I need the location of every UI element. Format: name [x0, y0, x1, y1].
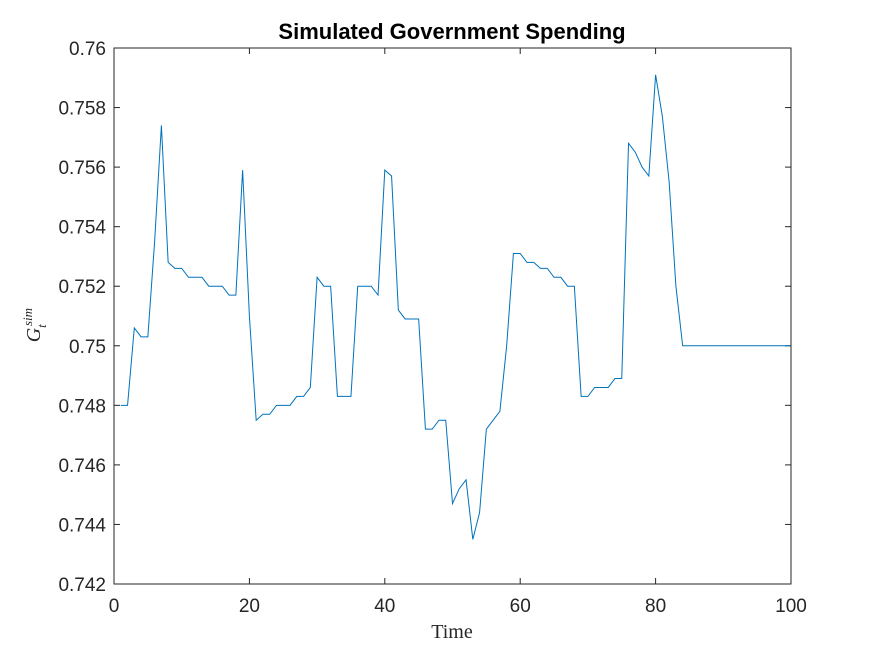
series-line	[120, 74, 791, 540]
y-tick-label: 0.75	[69, 337, 106, 358]
y-tick-label: 0.76	[69, 39, 106, 60]
y-tick-label: 0.752	[58, 277, 106, 298]
y-axis-label-sup: sim	[20, 308, 35, 326]
y-tick-label: 0.758	[58, 99, 106, 120]
plot-area	[114, 48, 791, 584]
y-tick-label: 0.748	[58, 396, 106, 417]
x-tick-label: 80	[645, 596, 666, 617]
x-axis-label: Time	[431, 621, 473, 643]
y-axis-label: G sim t	[20, 308, 49, 342]
tick-labels: 0 20 40 60 80 100 0.742 0.744 0.746 0.748 0.75 0.75…	[58, 39, 806, 617]
y-axis-label-main: G	[23, 327, 45, 342]
y-tick-label: 0.754	[58, 218, 106, 239]
x-tick-label: 100	[775, 596, 807, 617]
y-tick-label: 0.746	[58, 456, 106, 477]
axes-box	[113, 47, 792, 585]
chart-title: Simulated Government Spending	[278, 19, 625, 44]
x-tick-label: 40	[374, 596, 395, 617]
x-tick-label: 20	[239, 596, 260, 617]
y-tick-label: 0.744	[58, 515, 106, 536]
y-axis-label-sub: t	[34, 324, 49, 328]
y-tick-label: 0.742	[58, 575, 106, 596]
x-tick-label: 60	[510, 596, 531, 617]
y-tick-label: 0.756	[58, 158, 106, 179]
x-tick-label: 0	[109, 596, 120, 617]
